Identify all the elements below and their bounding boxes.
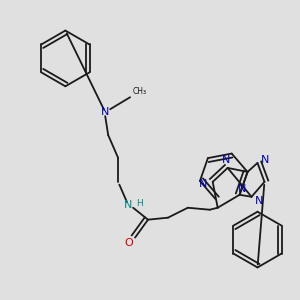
Text: N: N [237,184,246,194]
Text: N: N [124,200,132,210]
Text: N: N [199,179,207,189]
Text: N: N [261,155,270,165]
Text: N: N [221,155,230,165]
Text: N: N [255,196,264,206]
Text: N: N [101,107,110,117]
Text: CH₃: CH₃ [133,87,147,96]
Text: H: H [136,199,143,208]
Text: O: O [125,238,134,248]
